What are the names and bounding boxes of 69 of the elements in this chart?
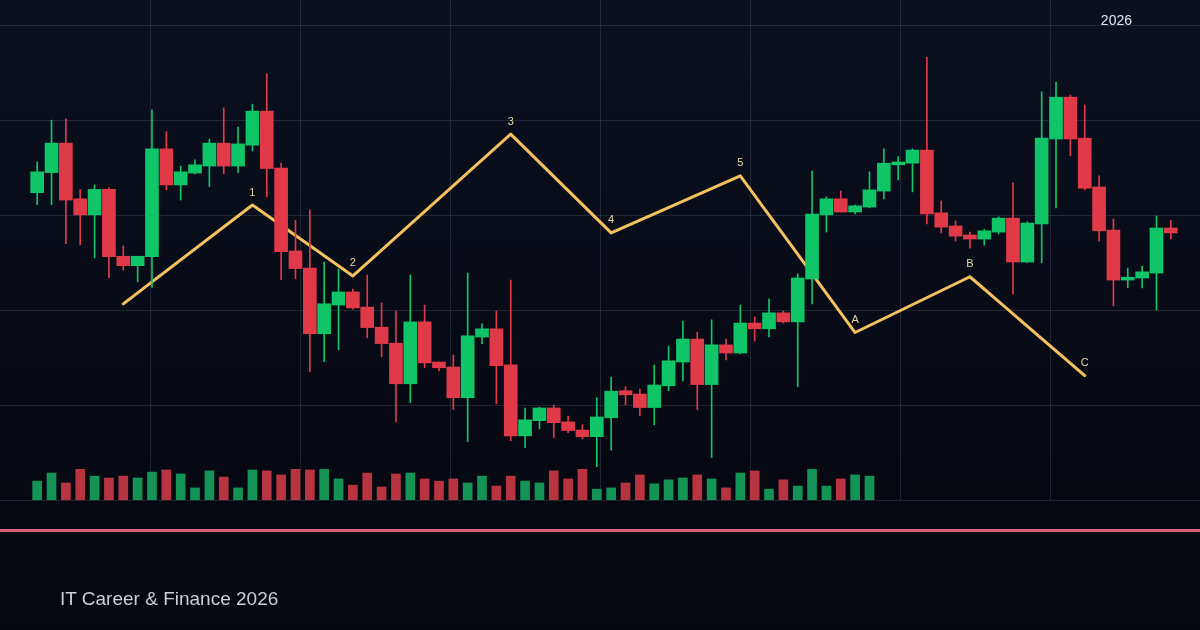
bar [362,472,373,500]
bar [333,478,344,500]
bar [348,484,358,500]
bar [190,487,200,500]
bar [749,470,760,500]
bar [678,477,688,500]
bar [477,475,487,500]
bar [104,477,114,500]
bar [663,479,674,500]
bar [850,474,860,500]
bar [290,469,301,500]
bar [821,485,832,500]
bar [635,474,645,500]
annotation: 5 [737,156,744,169]
bar [261,470,272,500]
bar [692,474,703,500]
annotation: 4 [608,213,615,226]
bar [276,474,286,500]
bar [247,469,258,500]
bar [462,482,473,500]
bar [864,475,875,500]
bar [376,486,387,500]
bar [118,475,129,500]
bar [778,479,789,500]
bar [620,482,631,500]
bar [132,477,143,500]
bar [405,472,416,500]
bar [577,469,588,500]
bar [32,480,43,500]
bar [649,483,660,500]
text: 2026 [1100,12,1132,29]
bar [218,476,229,500]
bar [89,475,100,500]
bar [204,470,215,500]
bar [520,480,530,500]
annotation: 3 [507,114,514,127]
bar [75,469,86,500]
bar [419,478,430,500]
annotation: B [966,257,974,270]
bar [175,473,186,500]
bar [563,478,573,500]
bar [721,487,731,500]
bar [735,472,746,500]
bar [391,473,401,500]
bar [706,478,717,500]
bar [46,472,57,500]
bar [147,471,157,500]
text: IT Career & Finance 2026 [60,588,279,611]
annotation: 2 [349,256,356,269]
bar [491,485,502,500]
bar [835,478,846,500]
annotation: C [1080,356,1089,369]
annotation: 1 [249,185,256,198]
annotation: A [851,313,860,326]
bar [319,469,330,500]
bar [61,482,71,500]
bar [233,487,243,500]
bar [305,469,315,500]
bar [534,482,545,500]
bar [764,488,774,500]
bar [161,469,172,500]
bar [592,488,602,500]
bar [434,480,444,500]
bar [792,485,803,500]
bar [548,470,559,500]
bar [448,478,459,500]
bar [606,487,617,500]
bar [807,469,817,500]
bar [505,475,516,500]
